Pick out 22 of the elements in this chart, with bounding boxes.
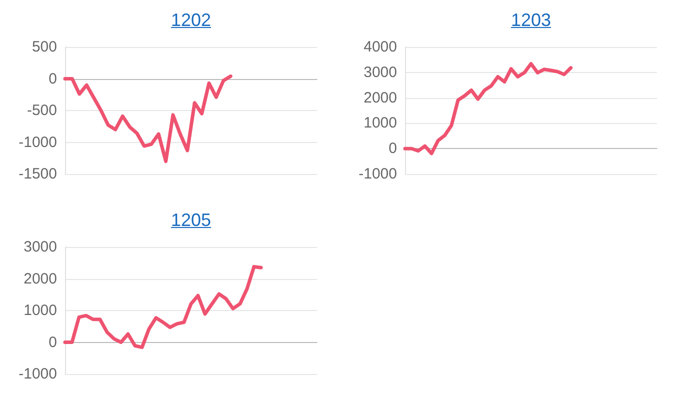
chart-title: 1205 [170,210,212,231]
line-series [403,62,573,156]
y-tick-label: 2000 [364,89,397,106]
line-series [63,74,232,164]
y-tick-label: 0 [48,70,57,88]
y-tick-label: -1500 [18,166,57,182]
y-tick-label: -1000 [358,166,397,182]
y-tick-label: 2000 [24,270,57,288]
y-tick-label: -1000 [18,134,57,151]
y-tick-label: 3000 [364,64,397,81]
line-series [63,264,263,350]
y-tick-label: -500 [26,102,57,119]
y-tick-label: 500 [32,38,57,56]
y-tick-label: 1000 [24,302,57,319]
y-tick-label: 4000 [364,38,397,56]
y-tick-label: 3000 [24,238,57,256]
chart-title: 1202 [170,10,212,31]
y-tick-label: 0 [48,334,57,351]
chart-title: 1203 [510,10,552,31]
y-tick-label: 0 [388,140,397,158]
y-tick-label: -1000 [18,366,57,382]
y-tick-label: 1000 [364,114,397,132]
